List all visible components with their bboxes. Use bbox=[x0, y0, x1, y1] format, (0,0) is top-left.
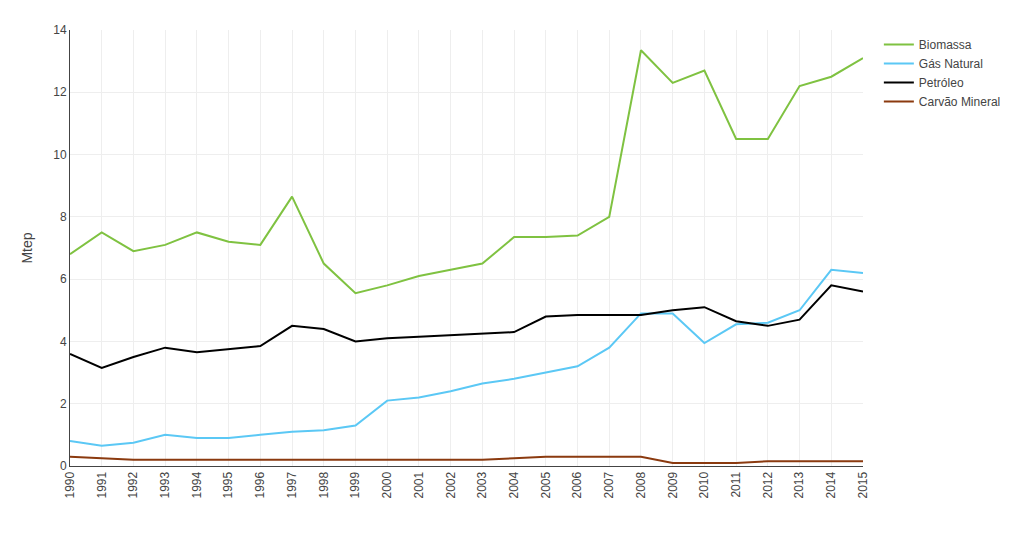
svg-text:1999: 1999 bbox=[348, 471, 362, 498]
svg-text:2001: 2001 bbox=[412, 471, 426, 498]
svg-text:2004: 2004 bbox=[507, 471, 521, 498]
svg-text:6: 6 bbox=[60, 272, 67, 286]
svg-text:2013: 2013 bbox=[792, 471, 806, 498]
svg-text:1991: 1991 bbox=[95, 471, 109, 498]
svg-text:Gás Natural: Gás Natural bbox=[919, 57, 983, 71]
svg-text:Biomassa: Biomassa bbox=[919, 38, 972, 52]
svg-text:2010: 2010 bbox=[697, 471, 711, 498]
svg-text:Petróleo: Petróleo bbox=[919, 76, 964, 90]
svg-text:1994: 1994 bbox=[190, 471, 204, 498]
svg-text:1993: 1993 bbox=[158, 471, 172, 498]
svg-text:2002: 2002 bbox=[444, 471, 458, 498]
svg-text:0: 0 bbox=[60, 459, 67, 473]
svg-text:1998: 1998 bbox=[317, 471, 331, 498]
svg-text:2000: 2000 bbox=[380, 471, 394, 498]
svg-text:14: 14 bbox=[53, 23, 67, 37]
svg-text:2007: 2007 bbox=[602, 471, 616, 498]
svg-text:2014: 2014 bbox=[824, 471, 838, 498]
svg-text:10: 10 bbox=[53, 148, 67, 162]
svg-text:2009: 2009 bbox=[666, 471, 680, 498]
svg-text:2006: 2006 bbox=[570, 471, 584, 498]
svg-text:4: 4 bbox=[60, 335, 67, 349]
svg-text:2008: 2008 bbox=[634, 471, 648, 498]
svg-text:1990: 1990 bbox=[63, 471, 77, 498]
svg-text:2005: 2005 bbox=[539, 471, 553, 498]
svg-text:2015: 2015 bbox=[856, 471, 870, 498]
svg-text:1992: 1992 bbox=[126, 471, 140, 498]
svg-text:2011: 2011 bbox=[729, 471, 743, 497]
svg-text:2: 2 bbox=[60, 397, 67, 411]
svg-text:12: 12 bbox=[53, 85, 67, 99]
svg-text:1996: 1996 bbox=[253, 471, 267, 498]
svg-text:2012: 2012 bbox=[761, 471, 775, 498]
svg-text:Carvão Mineral: Carvão Mineral bbox=[919, 95, 1000, 109]
svg-text:Mtep: Mtep bbox=[19, 232, 35, 263]
svg-text:1997: 1997 bbox=[285, 471, 299, 498]
svg-text:2003: 2003 bbox=[475, 471, 489, 498]
svg-text:1995: 1995 bbox=[222, 471, 236, 498]
svg-text:8: 8 bbox=[60, 210, 67, 224]
